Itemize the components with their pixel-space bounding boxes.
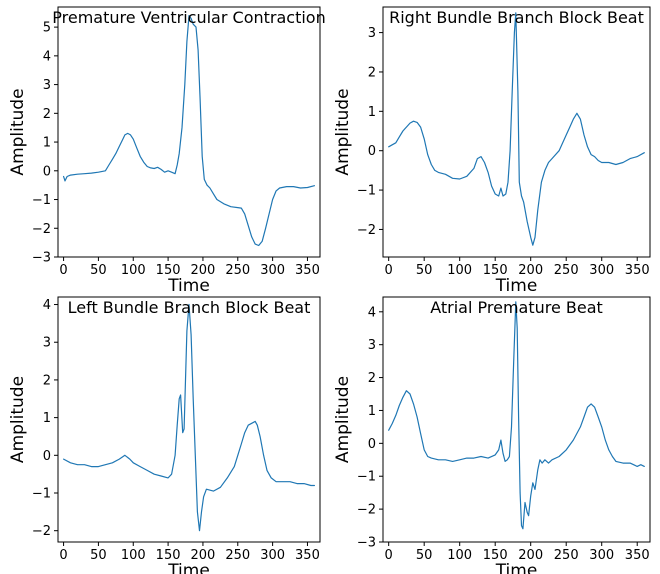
y-tick-label: 3 bbox=[368, 26, 376, 41]
y-tick-label: −2 bbox=[357, 503, 376, 518]
y-tick-label: 1 bbox=[43, 136, 51, 151]
y-tick-label: −2 bbox=[357, 223, 376, 238]
y-tick-label: 3 bbox=[43, 78, 51, 93]
x-tick-label: 300 bbox=[589, 263, 614, 278]
plot-frame-2 bbox=[382, 6, 651, 258]
y-tick-label: 3 bbox=[43, 336, 51, 351]
y-axis-label-1: Amplitude bbox=[8, 88, 28, 175]
chart-panel-1: 0 50 100 150 200 250 300 350 −3 −2 −1 0 1 2 3 4 5Prematu… bbox=[8, 6, 326, 296]
x-tick-label: 0 bbox=[59, 548, 67, 563]
x-tick-label: 300 bbox=[260, 548, 285, 563]
y-tick-label: 1 bbox=[368, 404, 376, 419]
ecg-series-line-3 bbox=[63, 303, 315, 532]
x-tick-label: 100 bbox=[121, 263, 146, 278]
x-tick-label: 200 bbox=[191, 263, 216, 278]
x-tick-label: 150 bbox=[156, 548, 181, 563]
y-tick-label: −3 bbox=[357, 536, 376, 551]
chart-title-1: Premature Ventricular Contraction bbox=[52, 8, 325, 27]
y-tick-label: 3 bbox=[368, 338, 376, 353]
x-tick-label: 200 bbox=[518, 263, 543, 278]
x-tick-label: 100 bbox=[121, 548, 146, 563]
y-tick-label: 4 bbox=[368, 305, 376, 320]
y-tick-label: 0 bbox=[368, 437, 376, 452]
x-tick-label: 250 bbox=[225, 263, 250, 278]
x-axis-label-2: Time bbox=[495, 276, 538, 296]
ecg-series-line-2 bbox=[388, 12, 645, 246]
x-tick-label: 350 bbox=[625, 263, 650, 278]
x-tick-label: 50 bbox=[416, 548, 433, 563]
chart-title-2: Right Bundle Branch Block Beat bbox=[389, 8, 644, 27]
x-tick-label: 50 bbox=[416, 263, 433, 278]
chart-title-4: Atrial Premature Beat bbox=[430, 298, 603, 317]
x-tick-label: 300 bbox=[260, 263, 285, 278]
ecg-series-line-4 bbox=[388, 301, 645, 530]
y-axis-label-4: Amplitude bbox=[333, 376, 353, 463]
chart-panel-3: 0 50 100 150 200 250 300 350 −2 −1 0 1 2 3 4 Left Bundl… bbox=[8, 296, 321, 574]
y-tick-label: 2 bbox=[368, 371, 376, 386]
y-axis-label-2: Amplitude bbox=[333, 88, 353, 175]
y-tick-label: 2 bbox=[43, 107, 51, 122]
y-tick-label: 0 bbox=[368, 144, 376, 159]
y-tick-label: 2 bbox=[43, 373, 51, 388]
x-tick-label: 200 bbox=[191, 548, 216, 563]
plot-frame-3 bbox=[57, 296, 321, 543]
x-tick-label: 100 bbox=[447, 263, 472, 278]
x-tick-label: 0 bbox=[385, 263, 393, 278]
x-axis-label-4: Time bbox=[495, 561, 538, 574]
x-tick-label: 300 bbox=[589, 548, 614, 563]
x-tick-label: 50 bbox=[90, 548, 107, 563]
x-axis-label-1: Time bbox=[167, 276, 210, 296]
x-tick-label: 150 bbox=[483, 263, 508, 278]
x-tick-label: 0 bbox=[59, 263, 67, 278]
x-tick-label: 250 bbox=[554, 548, 579, 563]
y-tick-label: −3 bbox=[32, 251, 51, 266]
x-tick-label: 350 bbox=[295, 548, 320, 563]
ecg-series-line-1 bbox=[63, 15, 315, 247]
x-tick-label: 0 bbox=[385, 548, 393, 563]
y-tick-label: 0 bbox=[43, 164, 51, 179]
x-tick-label: 250 bbox=[225, 548, 250, 563]
x-tick-label: 150 bbox=[156, 263, 181, 278]
plot-frame-1 bbox=[57, 6, 321, 258]
x-tick-label: 50 bbox=[90, 263, 107, 278]
chart-panel-4: 0 50 100 150 200 250 300 350 −3 −2 −1 0 1 2 3 4 Atrial P… bbox=[333, 296, 651, 574]
y-tick-label: −2 bbox=[32, 222, 51, 237]
y-tick-label: 1 bbox=[368, 105, 376, 120]
y-tick-label: −1 bbox=[357, 184, 376, 199]
y-tick-label: −1 bbox=[357, 470, 376, 485]
y-tick-label: −1 bbox=[32, 487, 51, 502]
x-axis-label-3: Time bbox=[167, 561, 210, 574]
y-tick-label: 4 bbox=[43, 49, 51, 64]
y-tick-label: −2 bbox=[32, 524, 51, 539]
x-tick-label: 350 bbox=[625, 548, 650, 563]
y-tick-label: 2 bbox=[368, 65, 376, 80]
y-tick-label: −1 bbox=[32, 193, 51, 208]
x-tick-label: 150 bbox=[483, 548, 508, 563]
chart-title-3: Left Bundle Branch Block Beat bbox=[68, 298, 311, 317]
y-tick-label: 0 bbox=[43, 449, 51, 464]
y-tick-label: 5 bbox=[43, 21, 51, 36]
x-tick-label: 250 bbox=[554, 263, 579, 278]
plot-frame-4 bbox=[382, 296, 651, 543]
x-tick-label: 100 bbox=[447, 548, 472, 563]
x-tick-label: 350 bbox=[295, 263, 320, 278]
chart-panel-2: 0 50 100 150 200 250 300 350 −2 −1 0 1 2 3 Right Bundl… bbox=[333, 6, 651, 296]
x-tick-label: 200 bbox=[518, 548, 543, 563]
y-tick-label: 1 bbox=[43, 411, 51, 426]
y-tick-label: 4 bbox=[43, 298, 51, 313]
y-axis-label-3: Amplitude bbox=[8, 376, 28, 463]
